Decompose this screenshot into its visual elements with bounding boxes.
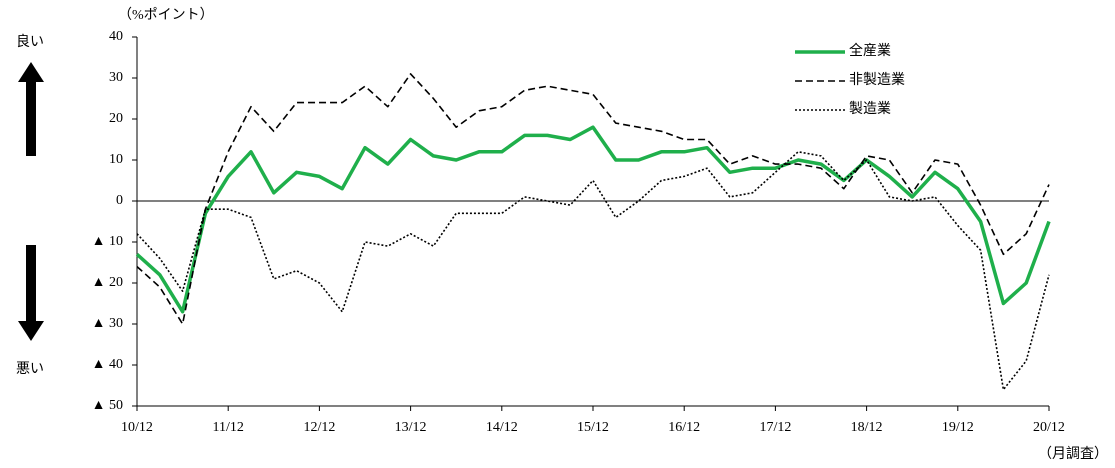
good-label: 良い: [16, 34, 44, 50]
up-arrow: [18, 62, 44, 156]
legend-label: 製造業: [849, 101, 891, 117]
legend-label: 全産業: [849, 42, 891, 59]
series-line: [135, 125, 1051, 314]
y-tick-label: 0: [116, 193, 123, 208]
y-tick-label: 10: [109, 152, 123, 167]
y-tick-label: ▲ 30: [92, 316, 123, 331]
y-unit-label: （%ポイント）: [118, 7, 214, 23]
x-tick-label: 16/12: [668, 420, 700, 435]
legend-label: 非製造業: [849, 72, 905, 88]
y-tick-label: ▲ 10: [92, 234, 123, 249]
x-tick-label: 10/12: [121, 420, 153, 435]
y-tick-label: ▲ 20: [92, 275, 123, 290]
bad-label: 悪い: [16, 362, 44, 377]
x-tick-label: 18/12: [851, 420, 883, 435]
x-tick-label: 19/12: [942, 420, 974, 435]
y-tick-label: 20: [109, 111, 123, 126]
y-tick-label: ▲ 50: [92, 398, 123, 413]
y-tick-label: 30: [109, 70, 123, 85]
x-note: （月調査）: [1038, 446, 1108, 462]
y-tick-label: ▲ 40: [92, 357, 123, 372]
series-line: [136, 73, 1050, 325]
x-tick-label: 13/12: [395, 420, 427, 435]
x-tick-label: 11/12: [213, 420, 244, 435]
down-arrow: [18, 245, 44, 341]
x-tick-label: 12/12: [303, 420, 335, 435]
x-tick-label: 14/12: [486, 420, 518, 435]
x-tick-label: 17/12: [759, 420, 791, 435]
x-tick-label: 15/12: [577, 420, 609, 435]
series-line: [136, 151, 1050, 391]
y-tick-label: 40: [109, 29, 123, 44]
x-tick-label: 20/12: [1033, 420, 1065, 435]
